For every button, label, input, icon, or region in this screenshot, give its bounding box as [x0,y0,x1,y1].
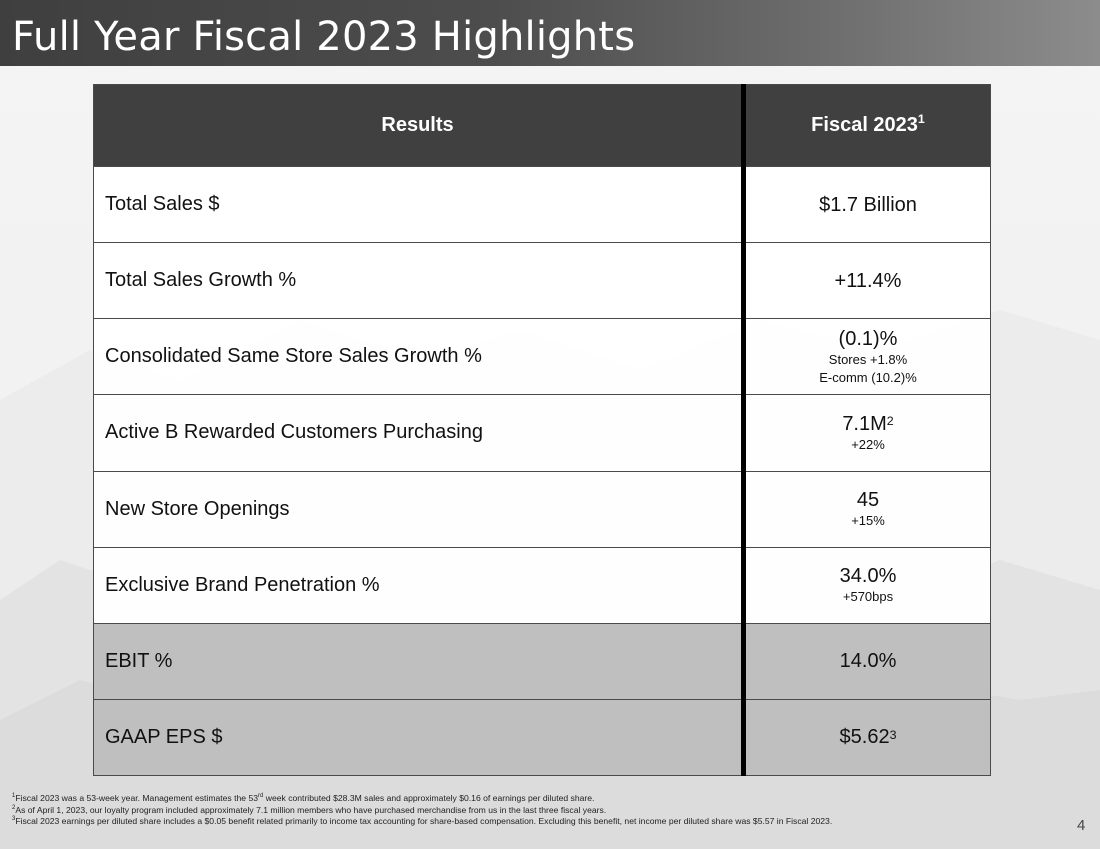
footnote-marker: 2 [12,804,16,811]
row-value-wrap: $5.623 [746,725,990,749]
row-label: Total Sales $ [93,165,746,244]
page-number: 4 [1077,817,1086,834]
table-row: New Store Openings 45 +15% [93,470,991,548]
highlights-table: Results Fiscal 20231 Total Sales $ $1.7 … [93,84,991,777]
row-label: Total Sales Growth % [93,242,746,320]
row-subvalue: Stores +1.8% [828,351,908,367]
row-value: +11.4% [834,269,902,292]
footnote-text: Fiscal 2023 was a 53-week year. Manageme… [15,793,259,803]
footnote-marker: 3 [12,816,16,823]
header-results: Results [93,84,746,167]
footnote-marker: 1 [12,793,16,800]
ordinal-suffix: rd [258,793,264,800]
footnote-text: week contributed $28.3M sales and approx… [263,793,595,803]
table-row: Total Sales Growth % +11.4% [93,242,991,320]
footnote-marker: 3 [889,727,897,742]
table-row: Active B Rewarded Customers Purchasing 7… [93,394,991,472]
row-value: 14.0% [839,650,897,673]
title-bar: Full Year Fiscal 2023 Highlights [0,0,1100,66]
row-value: 45 [856,489,880,512]
footnote-1: 1Fiscal 2023 was a 53-week year. Managem… [12,793,832,805]
row-value-cell: 14.0% [743,622,991,700]
row-label: Active B Rewarded Customers Purchasing [93,394,746,472]
row-value-cell: $1.7 Billion [743,165,991,244]
row-label: EBIT % [93,622,746,700]
header-fiscal-2023: Fiscal 20231 [743,84,991,167]
footnote-text: Fiscal 2023 earnings per diluted share i… [15,816,833,826]
page-title: Full Year Fiscal 2023 Highlights [12,14,636,60]
row-value-cell: 34.0% +570bps [743,546,991,624]
row-subvalue: E-comm (10.2)% [819,369,917,385]
row-value: $1.7 Billion [819,193,917,216]
row-value-cell: 45 +15% [743,470,991,548]
row-value: 34.0% [839,565,897,588]
row-label: Exclusive Brand Penetration % [93,546,746,624]
row-value-cell: +11.4% [743,242,991,320]
row-label: Consolidated Same Store Sales Growth % [93,318,746,396]
row-value-cell: 7.1M2 +22% [743,394,991,472]
row-subvalue: +570bps [842,589,894,605]
row-subvalue: +22% [851,436,885,452]
table-row: Total Sales $ $1.7 Billion [93,165,991,244]
footnote-marker: 2 [886,414,894,429]
footnote-text: As of April 1, 2023, our loyalty program… [15,804,607,815]
table-row-highlight: GAAP EPS $ $5.623 [93,698,991,777]
row-value-cell: $5.623 [743,698,991,777]
table-header-row: Results Fiscal 20231 [93,84,991,167]
row-value-cell: (0.1)% Stores +1.8% E-comm (10.2)% [743,318,991,396]
footnote-2: 2As of April 1, 2023, our loyalty progra… [12,805,832,817]
footnote-marker: 1 [917,111,925,126]
row-value: (0.1)% [838,327,898,350]
footnote-3: 3Fiscal 2023 earnings per diluted share … [12,816,832,828]
footnotes: 1Fiscal 2023 was a 53-week year. Managem… [12,793,832,828]
row-value-wrap: 7.1M2 [746,412,990,436]
table-row: Consolidated Same Store Sales Growth % (… [93,318,991,396]
row-value: $5.62 [839,726,890,749]
row-subvalue: +15% [851,513,885,529]
table-row: Exclusive Brand Penetration % 34.0% +570… [93,546,991,624]
row-label: GAAP EPS $ [93,698,746,777]
table-row-highlight: EBIT % 14.0% [93,622,991,700]
row-label: New Store Openings [93,470,746,548]
header-fiscal-text: Fiscal 2023 [811,114,918,136]
row-value: 7.1M [842,412,887,435]
